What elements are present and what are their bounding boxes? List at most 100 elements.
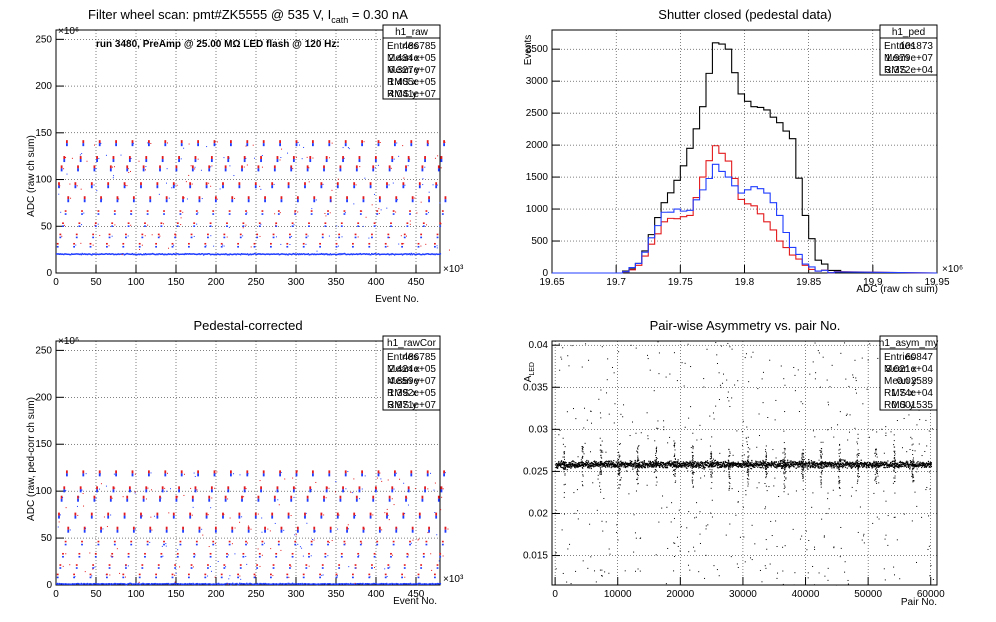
data-point [768,463,770,465]
data-point [306,253,309,256]
data-point [148,583,150,585]
data-point [292,489,295,493]
data-point [304,582,306,585]
data-point [320,583,322,585]
data-point [678,466,680,468]
data-point [63,253,66,255]
data-point [227,159,230,163]
data-point [270,548,272,550]
data-point [655,476,657,478]
data-point [100,583,102,585]
data-point [162,253,164,256]
y-tick-label: 150 [35,439,52,450]
data-point [432,583,435,585]
data-point [79,486,82,490]
data-point [756,464,758,466]
data-point [889,463,891,465]
data-point [107,583,110,585]
data-point [444,141,446,143]
data-point [559,463,561,465]
data-point [728,489,730,491]
data-point [81,210,83,212]
data-point [782,464,784,466]
y-tick-label: 200 [35,81,52,92]
data-point [254,253,257,255]
data-point [703,468,705,470]
data-point [825,461,827,464]
data-point [600,460,602,463]
data-point [192,566,194,568]
data-point [411,583,413,585]
data-point [190,564,193,566]
data-point [59,567,62,569]
data-point [250,583,252,585]
data-point [601,462,604,464]
data-point [439,202,441,204]
data-point [437,165,440,169]
data-point [570,462,572,464]
stats-box-frame [382,335,441,411]
data-point [422,583,424,585]
data-point [657,461,659,464]
data-point [205,185,208,189]
data-point [84,253,86,255]
data-point [888,465,890,467]
data-point [315,583,317,586]
data-point [93,184,95,186]
data-point [820,465,822,467]
data-point [91,575,93,577]
data-point [245,583,247,585]
data-point [407,156,410,160]
data-point [371,564,373,566]
data-point [803,468,805,470]
data-point [395,253,398,256]
data-point [403,482,405,484]
data-point [301,253,303,256]
data-point [61,235,63,237]
data-point [276,486,279,490]
data-point [858,465,861,467]
data-point [569,465,571,467]
data-point [623,463,625,465]
data-point [154,582,156,585]
data-point [86,160,88,162]
stats-row-value: 4.859e+07 [388,376,436,387]
data-point [229,582,231,585]
data-point [789,463,791,465]
data-point [583,463,585,465]
data-point [149,529,152,533]
data-point [418,512,421,516]
data-point [556,466,558,469]
data-point [274,253,276,255]
data-point [578,462,580,464]
data-point [398,243,400,245]
data-point [298,583,300,585]
data-point [747,462,750,464]
x-tick-label: 40000 [792,589,820,600]
data-point [261,253,264,255]
data-point [310,543,313,546]
data-point [709,464,711,466]
data-point [302,573,305,576]
data-point [309,583,311,585]
data-point [292,583,295,585]
data-point [197,212,199,214]
data-point [711,471,713,473]
data-point [427,583,429,586]
data-point [410,252,413,255]
stats-row-value: 486785 [403,41,437,52]
data-point [836,467,838,469]
data-point [724,460,726,463]
data-point [706,464,708,466]
data-point [699,466,701,469]
data-point [132,196,135,200]
data-point [704,466,706,469]
x-tick-label: 60000 [917,589,945,600]
data-point [691,472,693,474]
data-point [581,445,583,447]
data-point [372,253,375,255]
data-point [141,515,143,517]
data-point [713,465,715,468]
data-point [627,462,629,465]
data-point [240,578,242,580]
